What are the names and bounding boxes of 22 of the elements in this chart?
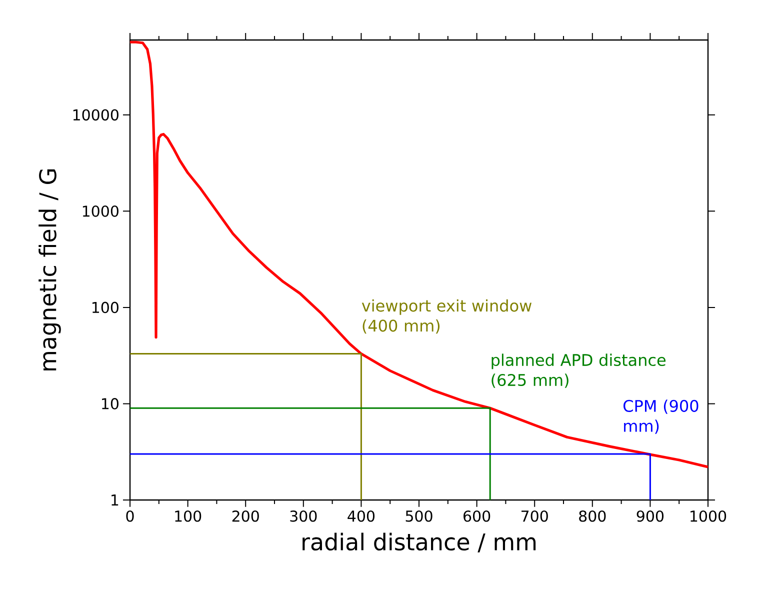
x-tick-label: 300 — [290, 510, 317, 522]
x-tick-label: 600 — [464, 510, 490, 522]
x-tick-label: 500 — [406, 510, 432, 522]
y-tick-label: 10000 — [73, 109, 118, 121]
x-tick-label: 100 — [175, 510, 202, 522]
y-tick-label: 1 — [112, 494, 118, 506]
y-tick-label: 10 — [102, 398, 118, 410]
y-axis-title: magnetic field / G — [38, 169, 61, 370]
x-tick-label: 0 — [126, 510, 134, 522]
x-tick-label: 700 — [522, 510, 548, 522]
y-tick-label: 100 — [92, 302, 118, 314]
line-series — [130, 40, 708, 468]
x-axis-title: radial distance / mm — [302, 532, 536, 552]
x-tick-label: 200 — [232, 510, 259, 522]
x-tick-label: 900 — [636, 510, 664, 522]
annotation: CPM (900 mm) — [623, 400, 698, 434]
x-tick-label: 800 — [579, 510, 606, 522]
y-tick-label: 1000 — [82, 206, 118, 217]
annotation: planned APD distance (625 mm) — [492, 354, 666, 388]
x-tick-label: 400 — [348, 510, 375, 522]
x-tick-label: 1000 — [690, 510, 726, 522]
annotation: viewport exit window (400 mm) — [362, 299, 532, 334]
